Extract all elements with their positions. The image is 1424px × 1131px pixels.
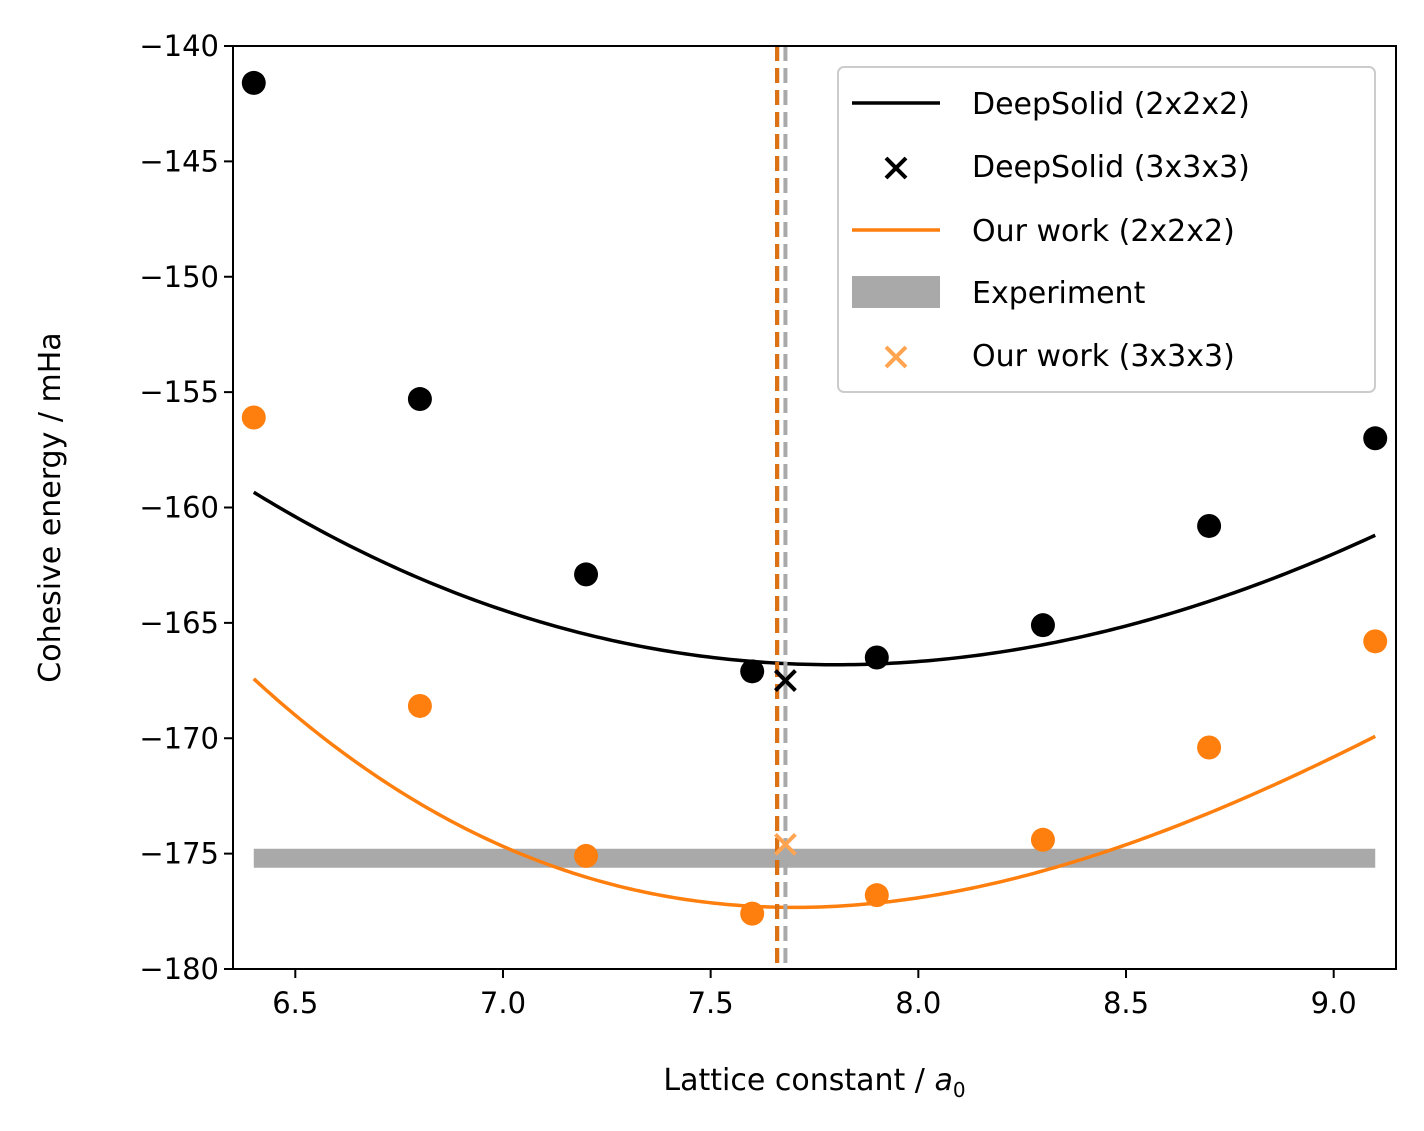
data-point [740,901,765,926]
y-tick-label: −150 [139,260,219,294]
legend-label: DeepSolid (2x2x2) [972,87,1250,122]
x-tick-label: 8.0 [895,986,941,1020]
y-tick-label: −155 [139,375,219,409]
legend-item: Experiment [852,276,1146,311]
y-tick-label: −180 [139,952,219,986]
data-point [1197,513,1222,538]
y-axis-label: Cohesive energy / mHa [33,332,68,682]
data-point [1030,827,1055,852]
legend-label: DeepSolid (3x3x3) [972,150,1250,185]
y-tick-label: −140 [139,29,219,63]
legend-label: Our work (2x2x2) [972,214,1235,249]
legend-box [837,66,1376,393]
legend-x-handle [884,156,908,180]
data-point [1197,735,1222,760]
data-point [574,562,599,587]
legend-item: DeepSolid (3x3x3) [884,150,1250,185]
data-point [864,883,889,908]
fit-curve [252,677,1377,910]
legend-x-handle [884,345,908,369]
legend-item: Our work (3x3x3) [884,339,1235,374]
legend-item: DeepSolid (2x2x2) [852,87,1250,122]
data-point [1030,613,1055,638]
x-axis-label: Lattice constant / a0 [663,1063,965,1102]
data-point [407,693,432,718]
legend-band-handle [852,276,940,308]
x-tick-label: 8.5 [1103,986,1149,1020]
data-point [1363,629,1388,654]
data-point [241,70,266,95]
legend-item: Our work (2x2x2) [852,214,1235,249]
y-tick-label: −165 [139,606,219,640]
x-tick-label: 6.5 [272,986,318,1020]
data-point [1363,426,1388,451]
data-point [574,843,599,868]
data-point [740,659,765,684]
marker-3x3x3 [774,669,797,692]
legend-label: Our work (3x3x3) [972,339,1235,374]
marker-3x3x3 [774,832,797,856]
y-axis-ticks: −180 −175 −170 −165 −160 −155 −150 −145 −140 [139,29,233,986]
legend: DeepSolid (2x2x2) DeepSolid (3x3x3) Our wo… [837,66,1376,393]
y-tick-label: −160 [139,491,219,525]
x-axis-ticks: 6.5 7.0 7.5 8.0 8.5 9.0 [272,969,1357,1020]
x-tick-label: 9.0 [1311,986,1357,1020]
data-point [407,387,432,412]
y-tick-label: −145 [139,144,219,178]
fit-curve [252,490,1376,667]
x-tick-label: 7.0 [480,986,526,1020]
data-point [864,645,889,670]
data-point [241,405,266,430]
x-tick-label: 7.5 [688,986,734,1020]
axes-frame [232,45,1397,970]
y-tick-label: −175 [139,837,219,871]
legend-label: Experiment [972,276,1146,311]
plot-area [241,46,1388,969]
y-tick-label: −170 [139,721,219,755]
